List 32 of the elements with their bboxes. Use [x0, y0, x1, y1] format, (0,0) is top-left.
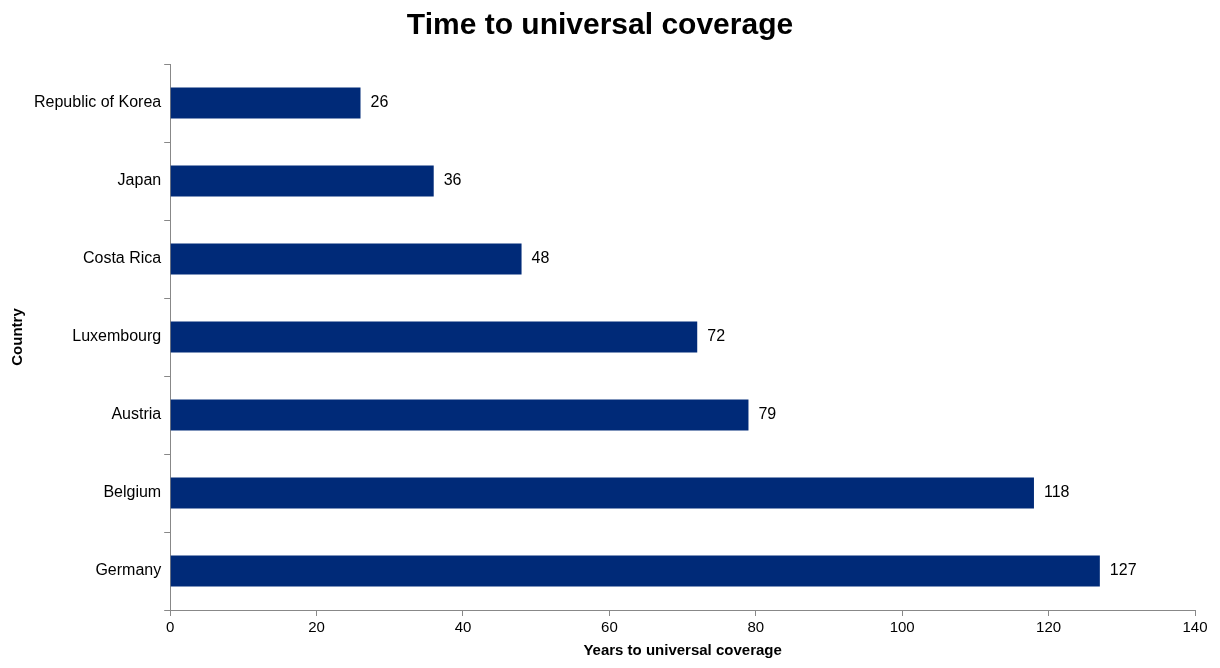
bar — [170, 321, 698, 353]
bar — [170, 399, 749, 431]
data-label: 26 — [370, 93, 389, 111]
x-tick-label: 100 — [889, 618, 915, 636]
data-label: 118 — [1043, 483, 1070, 501]
y-tick-label: Austria — [111, 405, 162, 423]
y-tick-label: Japan — [117, 171, 162, 189]
data-label: 36 — [443, 171, 462, 189]
y-tick-label: Germany — [95, 561, 162, 579]
bar — [170, 555, 1100, 587]
x-tick-label: 0 — [166, 618, 175, 636]
bar — [170, 243, 522, 275]
y-tick-label: Belgium — [103, 483, 162, 501]
chart-title: Time to universal coverage — [406, 7, 794, 41]
data-label: 79 — [758, 405, 777, 423]
y-axis-title: Country — [8, 307, 26, 366]
x-tick-label: 60 — [601, 618, 618, 636]
bar — [170, 87, 361, 119]
x-tick-label: 120 — [1036, 618, 1062, 636]
x-axis-title: Years to universal coverage — [583, 641, 782, 659]
x-tick-label: 40 — [454, 618, 472, 636]
x-tick-label: 20 — [308, 618, 325, 636]
data-label: 48 — [531, 249, 550, 267]
data-label: 127 — [1109, 561, 1137, 579]
y-tick-label: Republic of Korea — [34, 93, 162, 111]
bar — [170, 477, 1034, 509]
bar — [170, 165, 434, 197]
data-label: 72 — [707, 327, 726, 345]
y-tick-label: Costa Rica — [82, 249, 162, 267]
x-tick-label: 80 — [747, 618, 765, 636]
x-tick-label: 140 — [1182, 618, 1208, 636]
y-tick-label: Luxembourg — [72, 327, 162, 345]
